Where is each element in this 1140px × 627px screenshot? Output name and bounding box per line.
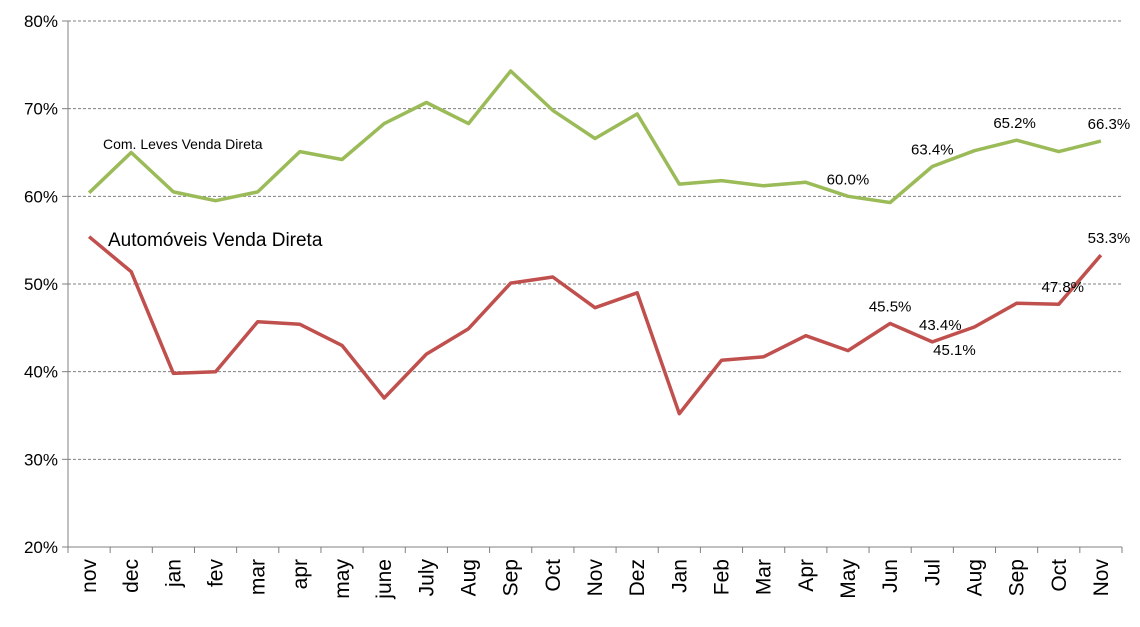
x-tick-label: May	[837, 559, 860, 599]
x-tick-label: may	[331, 559, 354, 599]
series-label-automoveis: Automóveis Venda Direta	[108, 230, 323, 251]
x-tick-label: Jan	[668, 559, 691, 593]
x-axis: nov dec jan fev mar apr may june July Aug Sep Oct No…	[67, 546, 1123, 600]
y-tick-label: 30%	[24, 450, 58, 469]
series-line-automoveis	[87, 235, 1103, 416]
data-label: 60.0%	[827, 171, 870, 188]
x-tick-label: Feb	[710, 559, 733, 595]
x-tick-label: Dez	[626, 559, 649, 596]
x-tick-label: Jul	[921, 559, 944, 586]
x-tick-label: Oct	[542, 559, 565, 592]
x-tick-label: Sep	[500, 559, 523, 596]
x-tick-label: Nov	[584, 559, 607, 597]
x-tick-label: Jun	[879, 559, 902, 593]
data-label: 45.5%	[869, 298, 912, 315]
series-line-com-leves	[87, 69, 1102, 205]
x-tick-label: Oct	[1048, 559, 1071, 592]
series-label-com-leves: Com. Leves Venda Direta	[103, 136, 263, 152]
y-tick-label: 60%	[24, 187, 58, 206]
x-tick-label: mar	[247, 559, 270, 595]
series-lines	[87, 69, 1103, 416]
x-tick-label: July	[415, 559, 438, 597]
data-label: 45.1%	[933, 342, 976, 359]
data-label: 63.4%	[911, 142, 954, 159]
y-tick-label: 20%	[24, 538, 58, 557]
data-label: 53.3%	[1088, 230, 1131, 247]
y-tick-label: 70%	[24, 100, 58, 119]
x-tick-label: Mar	[753, 559, 776, 595]
data-labels: 60.0% 63.4% 65.2% 66.3% 45.5% 43.4% 45.1% 47.8%…	[827, 115, 1131, 359]
y-tick-label: 50%	[24, 275, 58, 294]
data-label: 47.8%	[1041, 279, 1084, 296]
x-tick-label: jan	[162, 559, 185, 588]
y-tick-label: 80%	[24, 12, 58, 31]
data-label: 66.3%	[1088, 116, 1131, 133]
x-tick-label: june	[373, 559, 396, 600]
x-tick-label: Apr	[795, 559, 818, 592]
x-tick-label: fev	[205, 559, 228, 588]
y-axis: 20% 30% 40% 50% 60% 70% 80%	[24, 12, 69, 557]
x-tick-label: nov	[78, 559, 101, 593]
x-tick-label: Aug	[963, 559, 986, 596]
data-label: 65.2%	[993, 115, 1036, 132]
x-tick-label: Sep	[1006, 559, 1029, 596]
x-tick-label: Nov	[1090, 559, 1113, 597]
series-labels: Com. Leves Venda Direta Automóveis Venda …	[103, 136, 323, 251]
x-tick-label: apr	[289, 559, 312, 589]
data-label: 43.4%	[919, 317, 962, 334]
x-tick-label: dec	[120, 559, 143, 593]
x-tick-label: Aug	[458, 559, 481, 596]
y-tick-label: 40%	[24, 363, 58, 382]
